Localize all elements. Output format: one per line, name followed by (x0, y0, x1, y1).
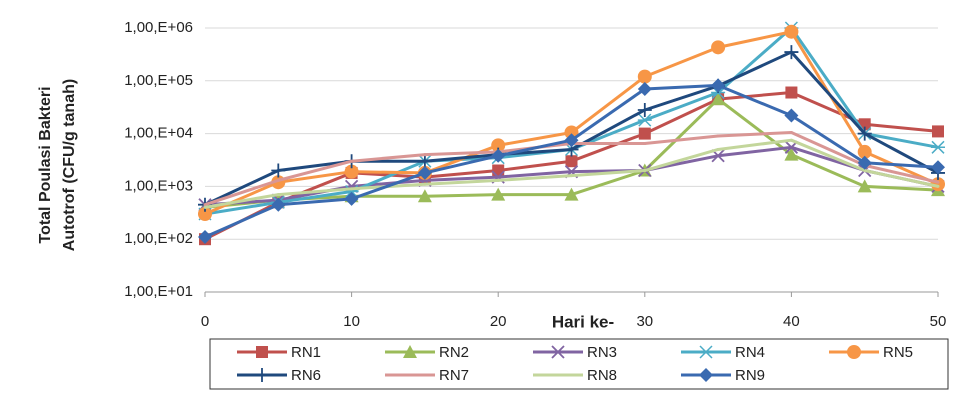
marker (344, 164, 359, 179)
point (716, 134, 720, 138)
marker (271, 197, 286, 212)
marker (857, 144, 872, 159)
point (203, 203, 207, 207)
point (643, 169, 647, 173)
marker (785, 86, 798, 99)
legend-label: RN7 (439, 367, 469, 384)
marker (256, 346, 268, 358)
point (936, 184, 940, 188)
marker (403, 345, 417, 358)
marker (699, 345, 713, 359)
x-tick-label: 0 (201, 313, 209, 330)
marker (784, 147, 799, 161)
legend-label: RN5 (883, 344, 913, 361)
legend-label: RN8 (587, 367, 617, 384)
point (863, 169, 867, 173)
marker (417, 154, 432, 169)
point (936, 180, 940, 184)
legend-box (209, 338, 949, 390)
marker (637, 69, 652, 84)
marker (637, 102, 652, 117)
point (789, 138, 793, 142)
marker (857, 155, 872, 170)
point (350, 187, 354, 191)
marker (699, 368, 713, 382)
x-tick-label: 30 (636, 313, 653, 330)
marker (491, 187, 506, 201)
y-axis-label: Autotrof (CFU/g tanah) (61, 79, 78, 251)
marker (784, 108, 799, 123)
point (496, 178, 500, 182)
y-tick-label: 1,00,E+06 (124, 19, 193, 36)
x-tick-label: 10 (343, 313, 360, 330)
marker (847, 345, 861, 359)
legend-label: RN2 (439, 344, 469, 361)
point (423, 182, 427, 186)
marker (344, 191, 359, 206)
marker (784, 45, 799, 60)
legend-label: RN9 (735, 367, 765, 384)
y-tick-label: 1,00,E+03 (124, 177, 193, 194)
x-axis-label: Hari ke- (552, 312, 614, 331)
x-tick-label: 40 (783, 313, 800, 330)
point (716, 147, 720, 151)
marker (711, 78, 726, 93)
x-tick-label: 20 (490, 313, 507, 330)
legend-label: RN3 (587, 344, 617, 361)
marker (198, 230, 212, 245)
point (789, 130, 793, 134)
marker (637, 113, 652, 127)
y-axis-label: Total Poulasi Bakteri (37, 86, 54, 243)
point (276, 193, 280, 197)
marker (784, 24, 799, 39)
marker (931, 160, 945, 175)
marker (637, 81, 652, 96)
point (423, 153, 427, 157)
y-tick-label: 1,00,E+04 (124, 125, 193, 142)
marker (711, 40, 726, 55)
y-tick-label: 1,00,E+01 (124, 283, 193, 300)
marker (417, 189, 432, 203)
legend-label: RN6 (291, 367, 321, 384)
point (570, 174, 573, 178)
marker (564, 133, 579, 148)
point (350, 159, 354, 163)
marker (551, 345, 565, 359)
marker (857, 126, 872, 141)
marker (711, 92, 726, 106)
marker (932, 125, 944, 138)
marker (255, 368, 269, 382)
point (276, 178, 280, 182)
point (203, 205, 207, 209)
marker (198, 207, 212, 222)
marker (492, 164, 505, 177)
legend-label: RN4 (735, 344, 765, 361)
y-tick-label: 1,00,E+02 (124, 230, 193, 247)
marker (271, 163, 286, 178)
x-tick-label: 50 (930, 313, 947, 330)
marker (564, 187, 579, 201)
marker (857, 179, 872, 193)
marker (491, 148, 506, 163)
marker (565, 155, 578, 168)
marker (417, 165, 432, 180)
marker (931, 140, 945, 154)
y-tick-label: 1,00,E+05 (124, 72, 193, 89)
legend-label: RN1 (291, 344, 321, 361)
point (643, 141, 647, 145)
marker (491, 138, 506, 153)
marker (638, 127, 651, 140)
